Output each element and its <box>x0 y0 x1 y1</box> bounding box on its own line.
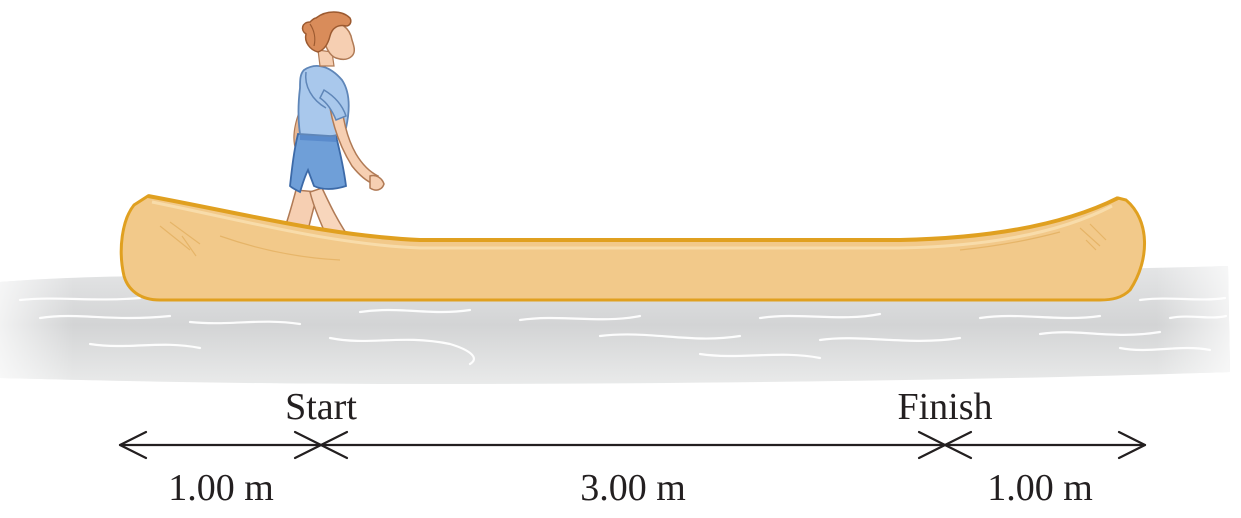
woman-upper-body <box>289 11 385 194</box>
hand <box>369 174 385 191</box>
finish-label: Finish <box>897 386 992 428</box>
dimension-middle-label: 3.00 m <box>580 467 686 509</box>
arrowhead-start-right <box>319 430 349 460</box>
start-label: Start <box>285 386 357 428</box>
arrowhead-right-end <box>1117 430 1147 460</box>
dimension-left-label: 1.00 m <box>168 467 274 509</box>
shorts <box>289 133 347 194</box>
sleeve <box>319 88 347 121</box>
dimension-right-label: 1.00 m <box>987 467 1093 509</box>
dimension-arrows <box>118 430 1147 460</box>
arrowhead-finish-right <box>943 430 973 460</box>
arrowhead-left-end <box>118 430 148 460</box>
canoe <box>119 194 1146 302</box>
